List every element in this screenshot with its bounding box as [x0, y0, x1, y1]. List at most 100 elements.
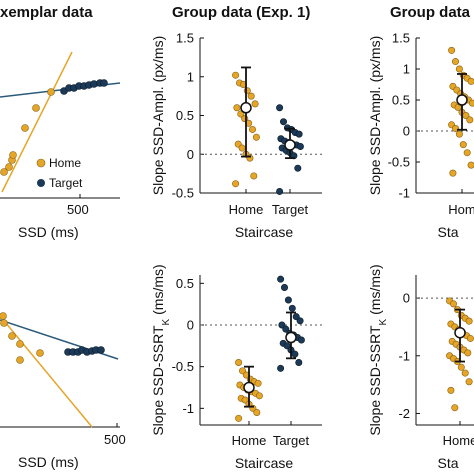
data-point — [252, 133, 260, 141]
data-point — [233, 104, 241, 112]
data-point — [249, 125, 257, 133]
x-tick-label: Home — [229, 202, 264, 217]
exemplar-bottom-panel: 500 SSD (ms) — [0, 312, 126, 470]
data-point — [9, 151, 17, 159]
data-point — [235, 358, 243, 366]
y-axis-label: Slope SSD-SSRTK (ms/ms) — [367, 264, 389, 435]
data-point — [297, 336, 305, 344]
group1-bottom-panel: -1 -0.5 0 0.5 Home Target Staircase Slope SSD-S… — [150, 264, 322, 471]
y-tick-label: 0.5 — [176, 276, 194, 291]
data-point — [451, 125, 459, 133]
data-point — [279, 118, 287, 126]
legend: Home Target — [36, 156, 83, 190]
group1-top-panel: -0.5 0 0.5 1 1.5 Home Target Staircase Slope SSD… — [150, 31, 322, 240]
x-axis-label: Staircase — [235, 455, 294, 471]
y-tick-label: -0.5 — [388, 155, 410, 170]
data-point — [47, 88, 55, 96]
data-point — [97, 346, 105, 354]
data-point — [16, 356, 24, 364]
data-point — [288, 304, 296, 312]
data-point — [276, 104, 284, 112]
data-point — [250, 172, 258, 180]
data-point — [284, 296, 292, 304]
x-axis-label: Sta — [437, 224, 458, 240]
y-tick-label: 1 — [403, 62, 410, 77]
home-points — [0, 312, 44, 364]
x-tick-label: Home — [232, 433, 267, 448]
data-point — [21, 124, 29, 132]
y-axis-label: Slope SSD-Ampl. (px/ms) — [150, 36, 166, 195]
x-axis-label: Sta — [437, 455, 458, 471]
x-axis-label: SSD (ms) — [18, 224, 79, 240]
data-point — [449, 169, 457, 177]
data-point — [100, 79, 108, 87]
y-axis-label: Slope SSD-SSRTK (ms/ms) — [150, 264, 172, 435]
data-point — [465, 317, 473, 325]
y-tick-label: 0 — [187, 318, 194, 333]
y-tick-label: -1 — [398, 348, 410, 363]
home-fit-line — [1, 51, 73, 193]
data-point — [276, 187, 284, 195]
data-point — [455, 130, 463, 138]
data-point — [280, 283, 288, 291]
data-point — [451, 58, 459, 66]
y-tick-label: 0 — [187, 147, 194, 162]
target-points — [64, 346, 105, 356]
mean-marker — [456, 94, 468, 106]
data-point — [8, 332, 16, 340]
data-point — [251, 100, 259, 108]
data-point — [457, 363, 465, 371]
data-point — [467, 161, 474, 169]
data-point — [0, 168, 8, 176]
data-point — [16, 340, 24, 348]
legend-home-marker — [36, 158, 46, 168]
x-tick-label: Target — [273, 433, 310, 448]
data-point — [255, 392, 263, 400]
data-point — [243, 87, 251, 95]
y-tick-label: 0.5 — [176, 108, 194, 123]
exemplar-top-panel: 500 SSD (ms) — [0, 51, 121, 240]
data-point — [254, 379, 262, 387]
data-point — [294, 164, 302, 172]
data-point — [466, 334, 474, 342]
group2-bottom-panel: -2 -1 0 Home Sta Slope SSD-SSRTK (ms/ms) — [367, 264, 474, 471]
y-tick-label: 1.5 — [176, 31, 194, 46]
data-point — [253, 408, 261, 416]
group2-top-panel: -1 -0.5 0 0.5 1 1.5 Hom Sta Slope SSD-Ampl. (px/… — [367, 31, 474, 240]
data-point — [277, 364, 285, 372]
data-point — [296, 317, 304, 325]
home-fit-line — [0, 315, 93, 428]
y-tick-label: 1.5 — [392, 31, 410, 46]
y-tick-label: 0.5 — [392, 93, 410, 108]
y-tick-label: -1 — [398, 186, 410, 201]
y-tick-label: 0 — [403, 291, 410, 306]
data-point — [447, 386, 455, 394]
data-point — [465, 378, 473, 386]
data-point — [0, 319, 8, 327]
legend-target-marker — [37, 179, 45, 187]
y-tick-label: 1 — [187, 69, 194, 84]
mean-marker — [240, 102, 252, 114]
data-point — [461, 369, 469, 377]
data-point — [235, 414, 243, 422]
data-point — [448, 46, 456, 54]
x-axis-label: Staircase — [235, 224, 294, 240]
exemplar-title: xemplar data — [0, 4, 93, 21]
y-tick-label: -0.5 — [172, 359, 194, 374]
data-point — [232, 71, 240, 79]
data-point — [296, 143, 304, 151]
data-point — [232, 180, 240, 188]
data-point — [451, 404, 459, 412]
data-point — [295, 130, 303, 138]
data-point — [0, 312, 7, 320]
data-point — [237, 110, 245, 118]
data-point — [463, 149, 471, 157]
mean-marker — [454, 326, 466, 339]
x-tick-label: Home — [443, 433, 474, 448]
group2-title: Group data — [390, 4, 471, 21]
y-tick-label: -0.5 — [172, 186, 194, 201]
data-point — [277, 275, 285, 283]
mean-marker — [243, 381, 255, 394]
data-point — [238, 144, 246, 152]
